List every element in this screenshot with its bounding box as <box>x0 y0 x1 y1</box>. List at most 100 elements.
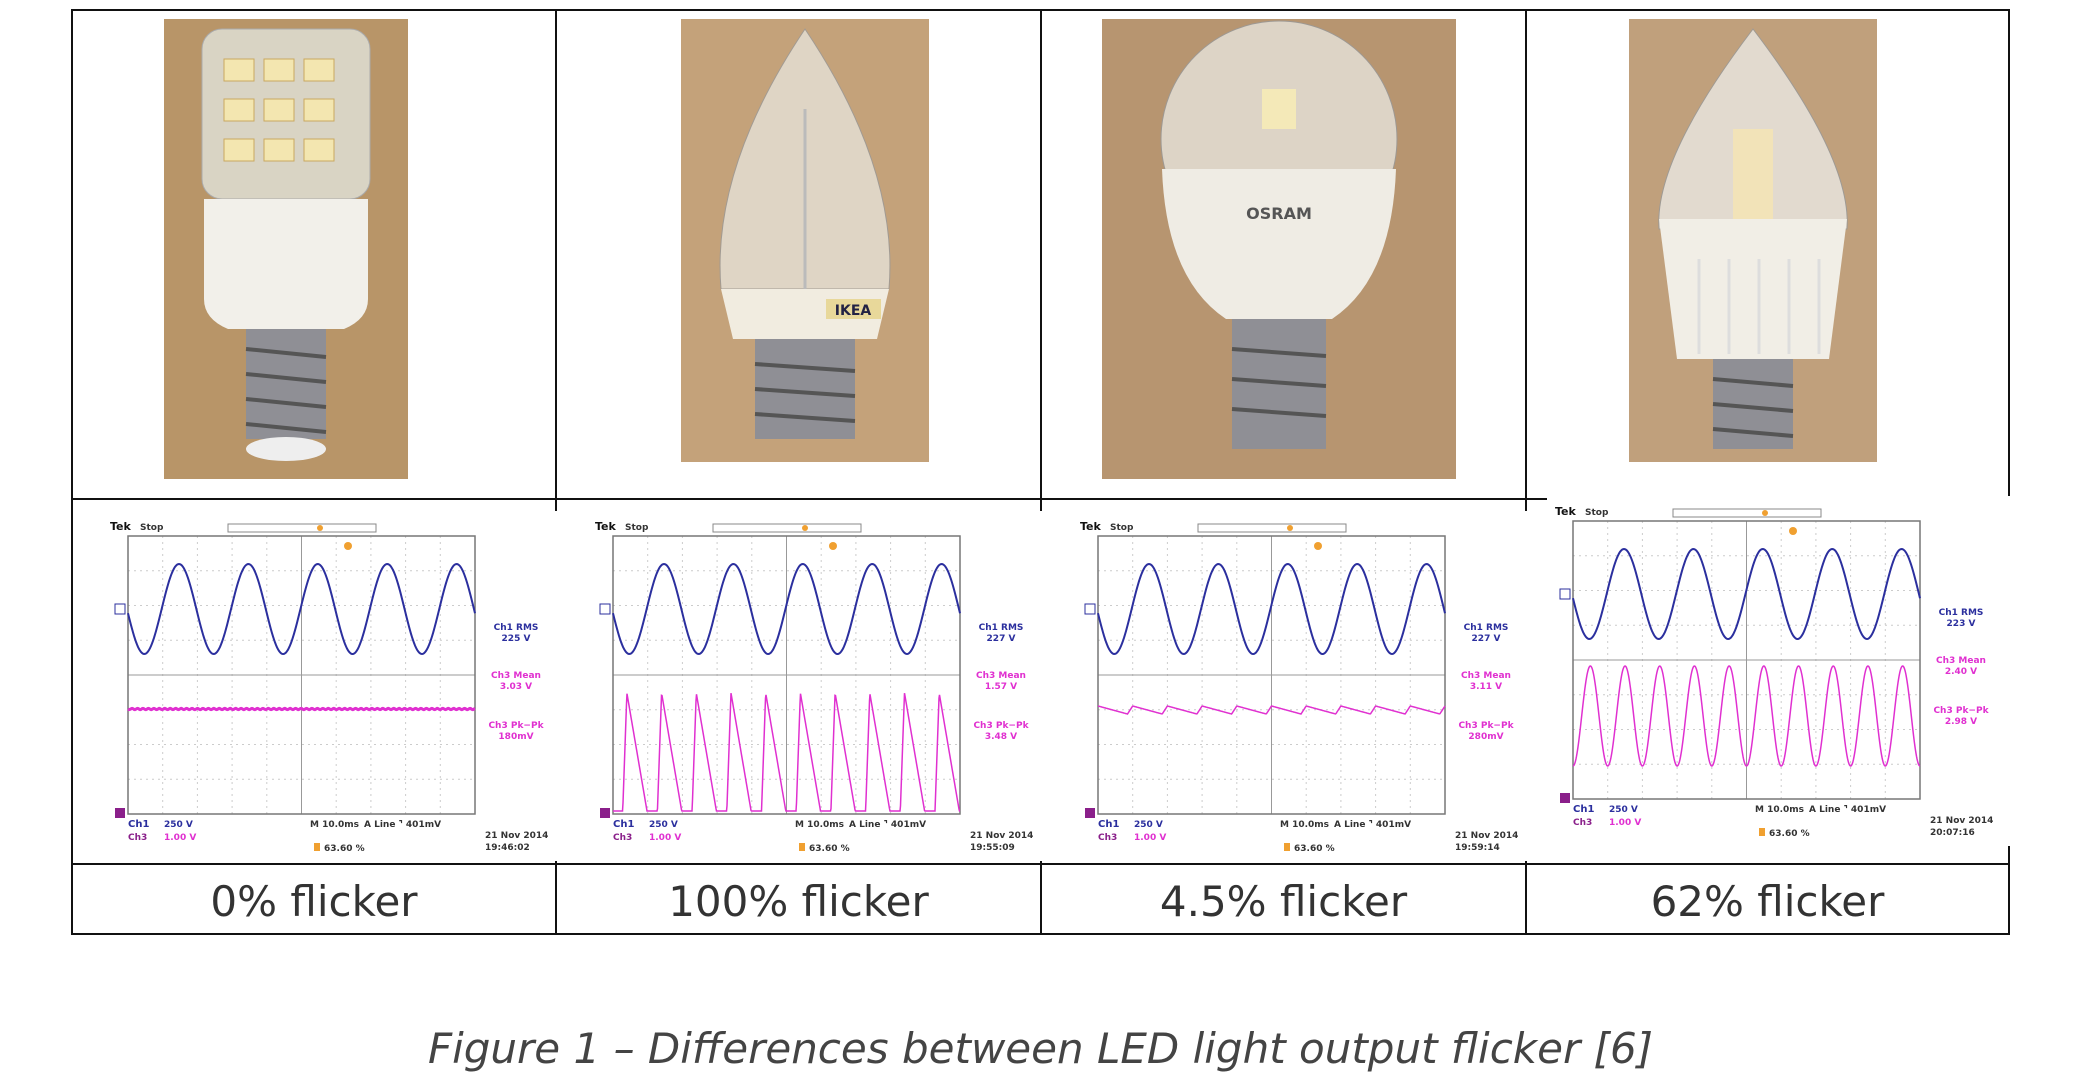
ch1-marker-icon <box>1084 603 1096 615</box>
ch1-marker-icon <box>114 603 126 615</box>
led-bulb-photo-corn <box>164 19 408 479</box>
ch1-rms-label: Ch1 RMS <box>494 623 539 633</box>
ch1-scale: 250 V <box>164 820 193 830</box>
bulb-brand-text: OSRAM <box>1246 204 1312 223</box>
timebase: M 10.0ms <box>1280 820 1329 830</box>
ch3-mean-label: Ch3 Mean <box>491 671 541 681</box>
figure-table: IKEA OSRAM Tek Stop Ch1 RMS 225 V Ch3 Mean 3.… <box>71 9 2017 935</box>
ch1-marker-icon <box>1559 588 1571 600</box>
ch3-waveform <box>1097 705 1446 715</box>
ch1-label: Ch1 <box>128 819 149 830</box>
scope-status: Stop <box>1585 508 1609 518</box>
scope-brand: Tek <box>1080 520 1102 533</box>
scope-background <box>102 511 572 861</box>
scope-background <box>587 511 1057 861</box>
ch1-label: Ch1 <box>1098 819 1119 830</box>
trigger-marker-icon <box>317 525 323 531</box>
capture-time: 20:07:16 <box>1930 828 1975 838</box>
cursor-marker-icon <box>1314 542 1322 550</box>
column-divider <box>555 11 557 933</box>
bulb-brand-text: IKEA <box>835 303 872 319</box>
scope-brand: Tek <box>110 520 132 533</box>
ch3-marker-icon <box>1085 808 1095 818</box>
trigger-setting: A Line ⌝ 401mV <box>1809 805 1886 815</box>
capture-date: 21 Nov 2014 <box>970 831 1033 841</box>
ch1-rms-value: 227 V <box>1472 634 1501 644</box>
ch3-scale: 1.00 V <box>164 833 196 843</box>
record-bar <box>1672 508 1822 518</box>
ch3-pkpk-value: 2.98 V <box>1945 717 1977 727</box>
ch3-mean-label: Ch3 Mean <box>1936 656 1986 666</box>
ch3-marker-icon <box>600 808 610 818</box>
scope-graticule <box>1097 535 1446 815</box>
timebase: M 10.0ms <box>1755 805 1804 815</box>
cursor-readout: 63.60 % <box>324 844 365 854</box>
ch3-waveform <box>1572 665 1921 767</box>
led-bulb-photo-globe-osram: OSRAM <box>1102 19 1456 479</box>
scope-brand: Tek <box>595 520 617 533</box>
ch3-label: Ch3 <box>1098 833 1117 843</box>
ch3-mean-value: 2.40 V <box>1945 667 1977 677</box>
scope-background <box>1547 496 2017 846</box>
ch3-mean-label: Ch3 Mean <box>1461 671 1511 681</box>
ch1-waveform <box>1572 547 1921 641</box>
ch1-rms-label: Ch1 RMS <box>1939 608 1984 618</box>
flicker-label: 62% flicker <box>1650 876 1885 926</box>
ch3-pkpk-label: Ch3 Pk−Pk <box>1458 721 1514 731</box>
ch3-waveform <box>613 692 961 812</box>
ch3-pkpk-value: 280mV <box>1468 732 1503 742</box>
ch3-pkpk-label: Ch3 Pk−Pk <box>488 721 544 731</box>
cursor-icon <box>314 843 320 851</box>
ch1-rms-value: 223 V <box>1947 619 1976 629</box>
ch3-pkpk-value: 180mV <box>498 732 533 742</box>
ch3-pkpk-label: Ch3 Pk−Pk <box>973 721 1029 731</box>
led-bulb-photo-candle-ikea: IKEA <box>681 19 929 462</box>
ch3-label: Ch3 <box>613 833 632 843</box>
ch3-mean-value: 3.11 V <box>1470 682 1502 692</box>
flicker-label: 4.5% flicker <box>1159 876 1408 926</box>
row-divider <box>73 863 2008 865</box>
ch3-waveform <box>127 706 476 712</box>
ch3-marker-icon <box>115 808 125 818</box>
record-bar <box>1197 523 1347 533</box>
ch3-marker-icon <box>1560 793 1570 803</box>
capture-time: 19:59:14 <box>1455 843 1500 853</box>
figure-caption: Figure 1 – Differences between LED light… <box>427 1024 1654 1073</box>
timebase: M 10.0ms <box>795 820 844 830</box>
column-divider <box>1525 11 1527 933</box>
record-bar <box>227 523 377 533</box>
ch3-scale: 1.00 V <box>1609 818 1641 828</box>
cursor-icon <box>1284 843 1290 851</box>
ch3-scale: 1.00 V <box>649 833 681 843</box>
ch1-marker-icon <box>599 603 611 615</box>
flicker-label: 0% flicker <box>210 876 418 926</box>
flicker-label: 100% flicker <box>668 876 929 926</box>
cursor-icon <box>1759 828 1765 836</box>
ch1-rms-value: 225 V <box>502 634 531 644</box>
scope-graticule <box>1572 520 1921 800</box>
ch1-scale: 250 V <box>1609 805 1638 815</box>
ch3-pkpk-value: 3.48 V <box>985 732 1017 742</box>
trigger-setting: A Line ⌝ 401mV <box>364 820 441 830</box>
trigger-setting: A Line ⌝ 401mV <box>1334 820 1411 830</box>
trigger-marker-icon <box>1287 525 1293 531</box>
trigger-setting: A Line ⌝ 401mV <box>849 820 926 830</box>
timebase: M 10.0ms <box>310 820 359 830</box>
cursor-readout: 63.60 % <box>1769 829 1810 839</box>
ch3-mean-value: 1.57 V <box>985 682 1017 692</box>
ch3-label: Ch3 <box>1573 818 1592 828</box>
row-divider <box>73 498 2008 500</box>
ch1-label: Ch1 <box>613 819 634 830</box>
ch1-rms-label: Ch1 RMS <box>1464 623 1509 633</box>
capture-time: 19:46:02 <box>485 843 530 853</box>
cursor-marker-icon <box>1789 527 1797 535</box>
ch1-scale: 250 V <box>1134 820 1163 830</box>
led-bulb-photo-candle-frosted <box>1629 19 1877 462</box>
record-bar <box>712 523 862 533</box>
ch3-label: Ch3 <box>128 833 147 843</box>
cursor-marker-icon <box>344 542 352 550</box>
